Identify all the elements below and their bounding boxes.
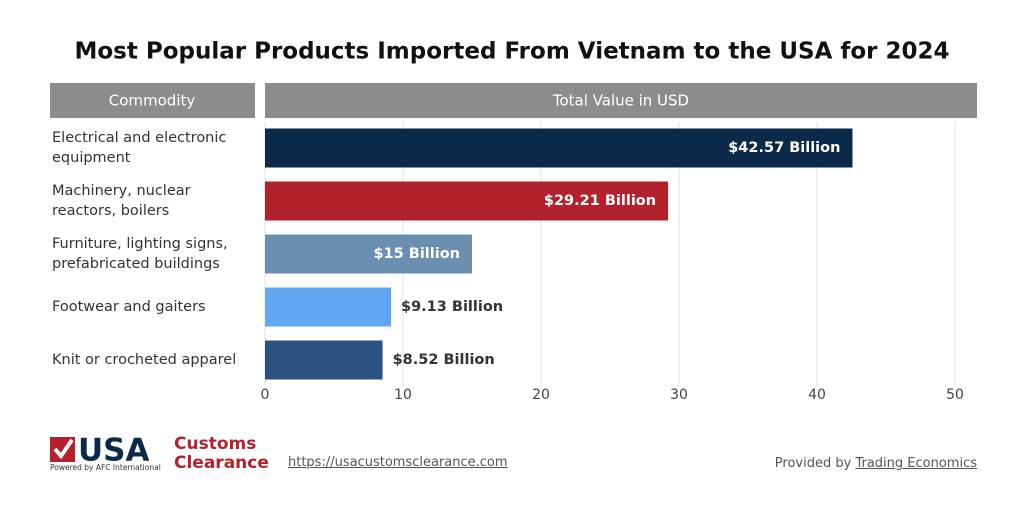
logo-check (53, 438, 74, 460)
x-tick-label: 10 (394, 387, 412, 403)
value-label: $42.57 Billion (728, 140, 840, 156)
value-label: $15 Billion (373, 246, 460, 262)
value-label: $9.13 Billion (401, 299, 503, 315)
logo-tagline: Powered by AFC International (50, 463, 161, 472)
chart-title: Most Popular Products Imported From Viet… (74, 39, 949, 65)
x-tick-label: 0 (261, 387, 270, 403)
source-prefix: Provided by (774, 456, 852, 471)
bar (265, 340, 383, 380)
category-label: Knit or crocheted apparel (52, 352, 237, 368)
source-note: Provided by Trading Economics (775, 456, 977, 471)
header-cell (265, 83, 977, 118)
source-link[interactable]: Trading Economics (855, 456, 977, 471)
logo-main: USA (78, 433, 150, 469)
value-label: $29.21 Billion (544, 193, 656, 209)
bar (265, 287, 391, 327)
header-text: Total Value in USD (552, 92, 689, 110)
header-cell (50, 83, 255, 118)
category-label: Footwear and gaiters (52, 299, 206, 315)
x-tick-label: 40 (808, 387, 826, 403)
x-tick-label: 20 (532, 387, 550, 403)
bar (265, 181, 669, 221)
url-link[interactable]: https://usacustomsclearance.com (288, 455, 508, 470)
header-text: Commodity (109, 92, 196, 110)
bar (265, 234, 472, 274)
x-tick-label: 30 (670, 387, 688, 403)
x-tick-label: 50 (946, 387, 964, 403)
bar (265, 128, 853, 168)
category-label: Electrical and electronic equipment (52, 130, 227, 166)
category-label: Machinery, nuclear reactors, boilers (52, 183, 191, 219)
logo-bottom: Clearance (174, 453, 269, 473)
category-label: Furniture, lighting signs, prefabricated… (52, 236, 228, 272)
value-label: $8.52 Billion (393, 352, 495, 368)
logo-top: Customs (174, 434, 256, 454)
